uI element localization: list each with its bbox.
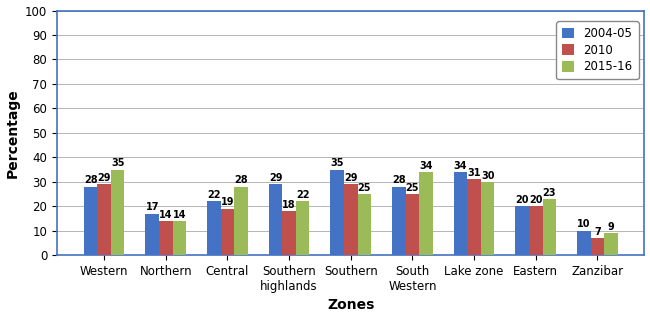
- Bar: [577, 231, 591, 255]
- Bar: [481, 182, 495, 255]
- Text: 29: 29: [98, 173, 111, 183]
- Bar: [220, 209, 234, 255]
- Bar: [529, 206, 543, 255]
- Bar: [234, 187, 248, 255]
- Text: 28: 28: [392, 176, 406, 185]
- Bar: [419, 172, 433, 255]
- Bar: [159, 221, 172, 255]
- Text: 22: 22: [207, 190, 220, 200]
- Bar: [172, 221, 186, 255]
- Bar: [330, 169, 344, 255]
- Bar: [146, 214, 159, 255]
- Bar: [207, 201, 220, 255]
- Bar: [406, 194, 419, 255]
- Text: 30: 30: [481, 170, 495, 181]
- Y-axis label: Percentage: Percentage: [6, 88, 20, 178]
- Text: 18: 18: [282, 200, 296, 210]
- Text: 7: 7: [594, 227, 601, 237]
- Bar: [467, 179, 481, 255]
- Bar: [591, 238, 604, 255]
- Legend: 2004-05, 2010, 2015-16: 2004-05, 2010, 2015-16: [556, 21, 638, 79]
- Text: 34: 34: [454, 161, 467, 171]
- X-axis label: Zones: Zones: [327, 299, 374, 313]
- Bar: [98, 184, 111, 255]
- Text: 25: 25: [358, 183, 371, 193]
- Text: 28: 28: [234, 176, 248, 185]
- Bar: [515, 206, 529, 255]
- Text: 17: 17: [146, 202, 159, 212]
- Text: 19: 19: [221, 197, 234, 207]
- Text: 14: 14: [159, 210, 172, 220]
- Text: 22: 22: [296, 190, 309, 200]
- Text: 20: 20: [529, 195, 543, 205]
- Bar: [344, 184, 358, 255]
- Text: 25: 25: [406, 183, 419, 193]
- Text: 10: 10: [577, 219, 591, 230]
- Bar: [268, 184, 282, 255]
- Bar: [84, 187, 98, 255]
- Bar: [282, 211, 296, 255]
- Bar: [454, 172, 467, 255]
- Bar: [543, 199, 556, 255]
- Text: 23: 23: [543, 188, 556, 198]
- Text: 9: 9: [608, 222, 614, 232]
- Bar: [604, 233, 617, 255]
- Bar: [392, 187, 406, 255]
- Text: 29: 29: [344, 173, 358, 183]
- Text: 35: 35: [330, 158, 344, 168]
- Text: 20: 20: [515, 195, 529, 205]
- Text: 28: 28: [84, 176, 98, 185]
- Text: 29: 29: [269, 173, 282, 183]
- Text: 34: 34: [419, 161, 433, 171]
- Text: 14: 14: [173, 210, 186, 220]
- Bar: [358, 194, 371, 255]
- Text: 31: 31: [467, 168, 481, 178]
- Bar: [296, 201, 309, 255]
- Bar: [111, 169, 125, 255]
- Text: 35: 35: [111, 158, 124, 168]
